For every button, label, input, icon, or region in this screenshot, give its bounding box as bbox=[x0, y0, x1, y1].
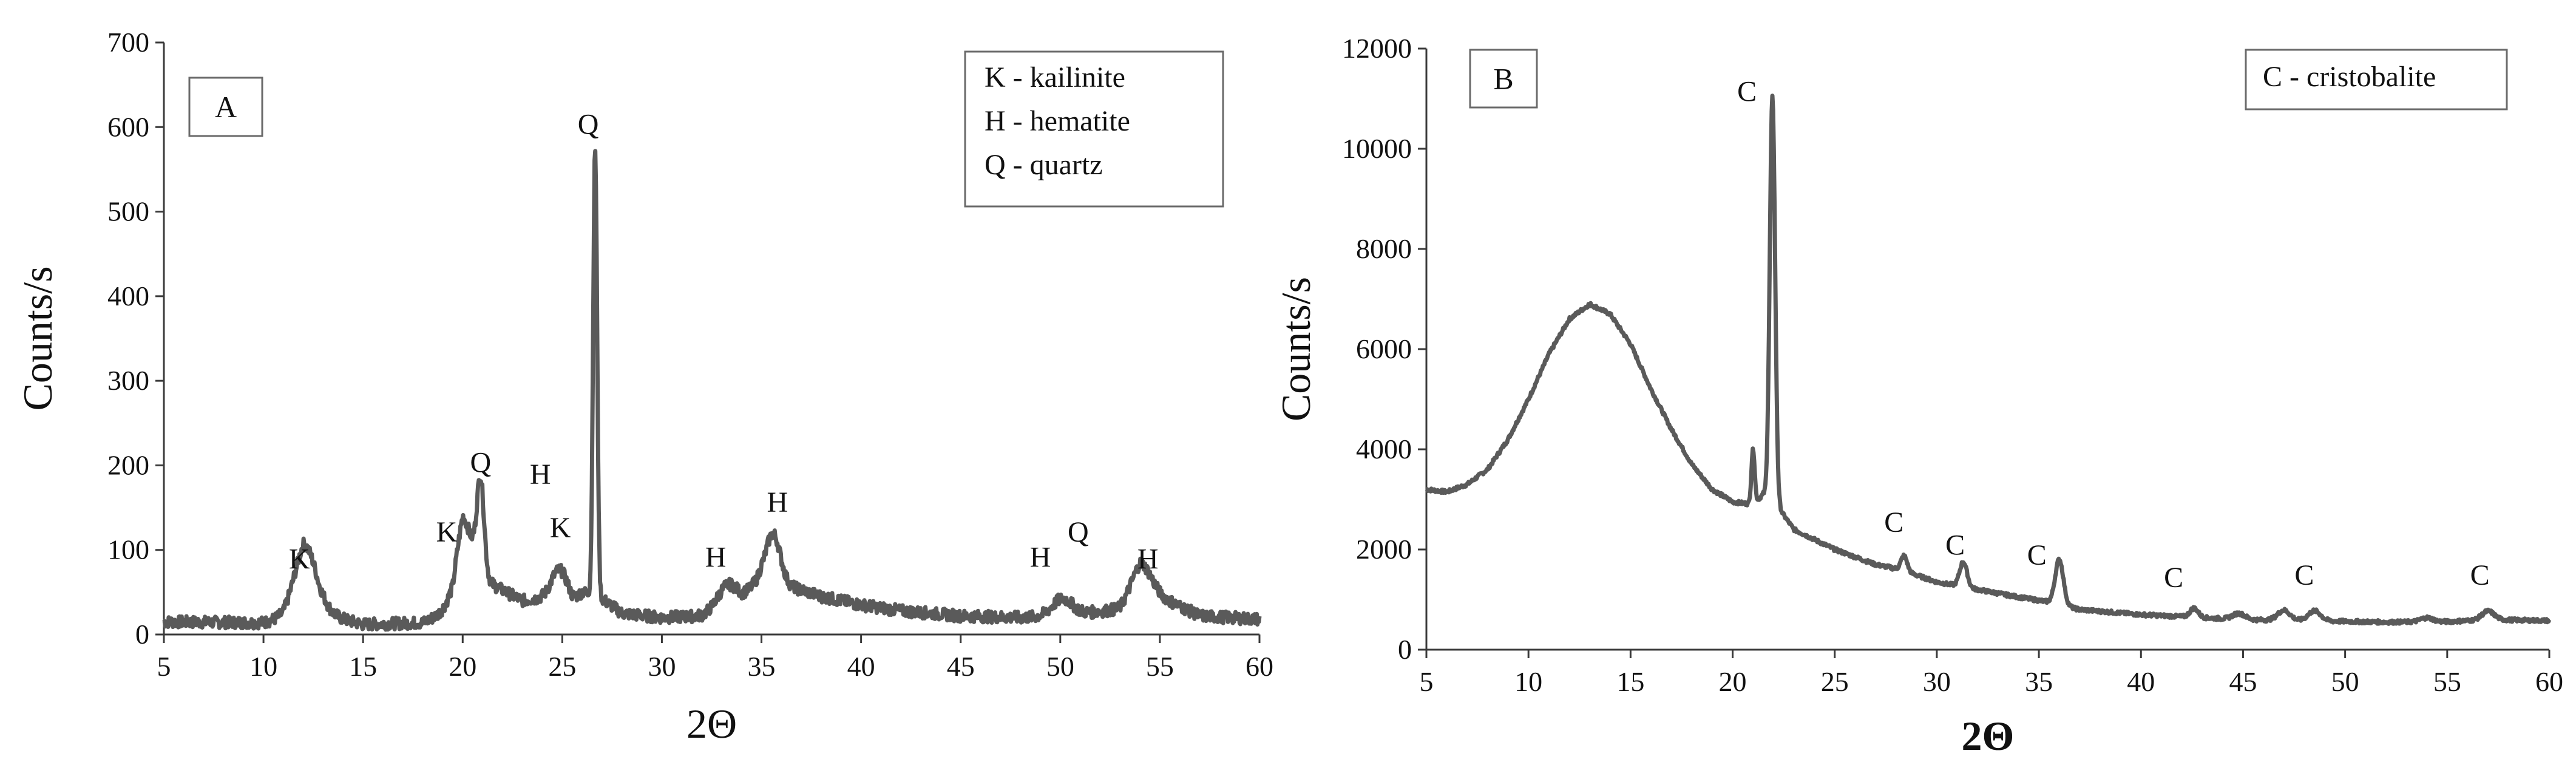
x-tick-label: 60 bbox=[2535, 666, 2563, 697]
y-tick-label: 8000 bbox=[1356, 233, 1412, 264]
peak-label: Q bbox=[1068, 516, 1089, 548]
legend-entry: Q - quartz bbox=[985, 149, 1103, 181]
peak-label: C bbox=[2027, 539, 2047, 571]
panel-a: 0 100 200 300 400 500 600 700 5 10 15 20 25 30 35 40 45 5… bbox=[15, 27, 1273, 747]
legend-entry: K - kailinite bbox=[985, 61, 1125, 94]
peak-label: H bbox=[530, 458, 551, 491]
panel-label-box bbox=[1469, 49, 1538, 109]
x-tick-label: 45 bbox=[2229, 666, 2257, 697]
x-tick-label: 50 bbox=[1046, 651, 1074, 682]
peak-label: H bbox=[705, 542, 727, 574]
legend-box bbox=[964, 50, 1224, 208]
x-tick-label: 60 bbox=[1246, 651, 1273, 682]
y-axis-title: Counts/s bbox=[1273, 277, 1319, 421]
legend: K - kailinite H - hematite Q - quartz bbox=[964, 50, 1224, 208]
y-tick-label: 2000 bbox=[1356, 534, 1412, 565]
legend-entry: C - cristobalite bbox=[2263, 61, 2436, 93]
x-tick-label: 5 bbox=[157, 651, 171, 682]
x-tick-label: 25 bbox=[1821, 666, 1849, 697]
panel-label-box bbox=[188, 77, 263, 137]
x-tick-label: 20 bbox=[1719, 666, 1747, 697]
x-tick-label: 30 bbox=[648, 651, 676, 682]
legend-entry: H - hematite bbox=[985, 105, 1130, 137]
y-tick-label: 300 bbox=[107, 365, 149, 396]
xrd-pattern-line bbox=[1425, 94, 2552, 626]
panel-label: B bbox=[1493, 62, 1513, 96]
y-tick-label: 0 bbox=[135, 619, 149, 650]
y-tick-label: 500 bbox=[107, 196, 149, 227]
xrd-pattern-line bbox=[162, 149, 1262, 632]
y-tick-label: 400 bbox=[107, 281, 149, 311]
x-axis-title: 2Θ bbox=[1962, 713, 2015, 759]
peak-label: H bbox=[1137, 543, 1159, 575]
y-tick-label: 0 bbox=[1398, 634, 1412, 665]
x-tick-label: 5 bbox=[1420, 666, 1434, 697]
x-tick-label: 15 bbox=[1616, 666, 1644, 697]
peak-label: C bbox=[1737, 76, 1757, 108]
panel-b: 0 2000 4000 6000 8000 10000 12000 5 10 15 20 25 30 35… bbox=[1273, 33, 2563, 759]
x-tick-label: 30 bbox=[1923, 666, 1951, 697]
peak-label: K bbox=[550, 512, 571, 544]
x-tick-label: 35 bbox=[748, 651, 776, 682]
x-tick-label: 10 bbox=[1514, 666, 1542, 697]
y-tick-label: 100 bbox=[107, 534, 149, 565]
peak-label: Q bbox=[578, 108, 599, 140]
peak-label: C bbox=[2164, 562, 2183, 594]
peak-label: K bbox=[436, 516, 458, 548]
y-axis-title: Counts/s bbox=[15, 266, 61, 410]
peak-label: K bbox=[289, 543, 310, 575]
y-tick-label: 10000 bbox=[1342, 133, 1412, 164]
x-axis-title: 2Θ bbox=[686, 701, 737, 747]
y-tick-label: 200 bbox=[107, 449, 149, 480]
y-tick-label: 6000 bbox=[1356, 333, 1412, 364]
x-tick-label: 20 bbox=[449, 651, 476, 682]
peak-label: H bbox=[767, 486, 788, 519]
peak-label: C bbox=[1945, 529, 1965, 561]
x-tick-label: 50 bbox=[2331, 666, 2359, 697]
legend-box bbox=[2245, 49, 2508, 111]
y-tick-label: 600 bbox=[107, 111, 149, 142]
peak-label: C bbox=[1884, 506, 1903, 539]
legend: C - cristobalite bbox=[2245, 49, 2508, 111]
peak-label: C bbox=[2294, 559, 2314, 591]
x-tick-label: 55 bbox=[1146, 651, 1174, 682]
panel-label: A bbox=[215, 90, 237, 124]
x-tick-label: 40 bbox=[2127, 666, 2155, 697]
peak-label: H bbox=[1030, 542, 1051, 574]
x-tick-label: 40 bbox=[847, 651, 875, 682]
peak-label: C bbox=[2470, 559, 2490, 591]
x-tick-label: 10 bbox=[249, 651, 277, 682]
y-tick-label: 700 bbox=[107, 27, 149, 58]
x-tick-label: 45 bbox=[947, 651, 975, 682]
x-tick-label: 15 bbox=[349, 651, 377, 682]
x-tick-label: 25 bbox=[548, 651, 576, 682]
y-tick-label: 4000 bbox=[1356, 434, 1412, 464]
peak-label: Q bbox=[470, 447, 491, 479]
y-tick-label: 12000 bbox=[1342, 33, 1412, 64]
x-tick-label: 35 bbox=[2025, 666, 2053, 697]
x-tick-label: 55 bbox=[2433, 666, 2461, 697]
